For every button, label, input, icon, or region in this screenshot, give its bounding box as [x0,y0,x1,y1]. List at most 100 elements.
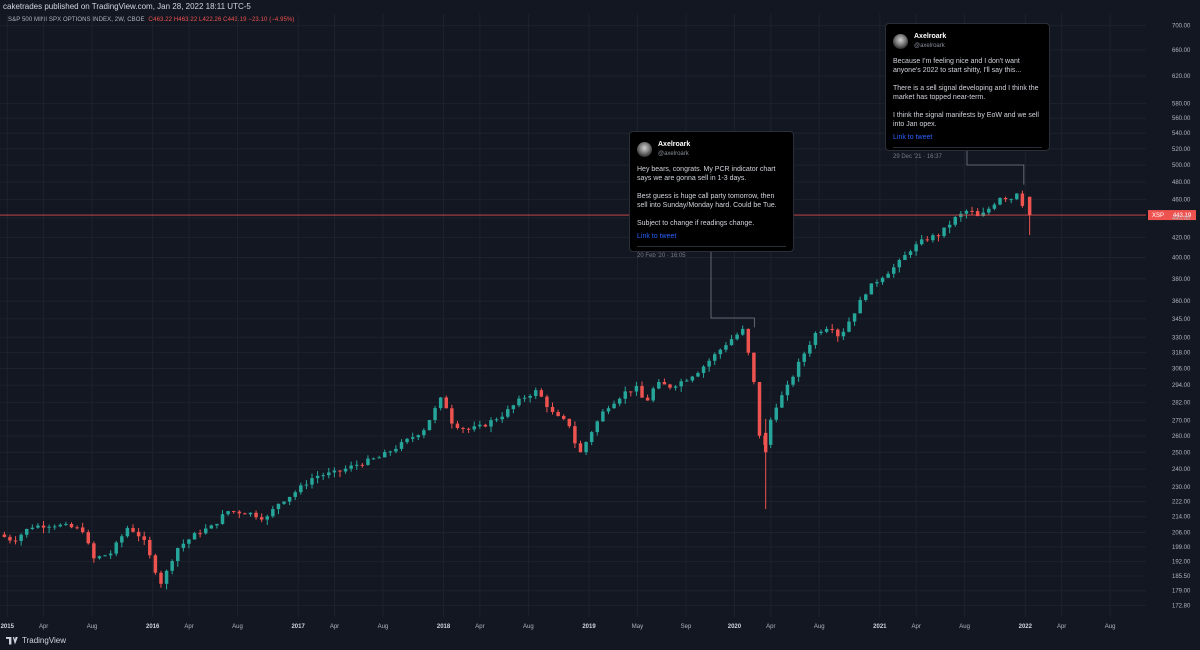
candle-up [813,332,818,345]
candle-down [461,427,465,429]
candle-up [472,426,476,430]
candle-down [259,517,264,520]
candle-up [97,556,102,559]
candle-up [847,321,851,332]
candle-up [886,273,890,278]
candle-up [768,419,773,445]
candle-up [265,516,269,520]
candle-down [455,423,460,428]
y-tick-label: 260.00 [1172,434,1191,440]
candle-up [701,366,706,374]
candle-up [897,259,902,268]
candle-down [668,384,672,388]
candle-down [360,464,365,466]
candle-up [164,570,169,584]
candle-down [573,426,577,444]
publisher-text: caketrades published on TradingView.com,… [3,2,251,11]
candle-down [757,381,762,436]
y-tick-label: 540.00 [1172,131,1191,137]
x-tick-label: Aug [87,624,98,630]
candle-down [1003,197,1008,200]
y-tick-label: 206.00 [1172,531,1191,537]
y-tick-label: 306.00 [1172,367,1191,373]
candle-down [936,235,941,237]
tweet-date: 29 Dec '21 · 16:37 [893,147,1042,162]
candle-down [75,527,79,529]
tweet-author-name[interactable]: Axelroark [658,141,691,148]
candle-down [2,534,7,537]
candle-up [919,239,924,245]
tweet-card-dec-2021: Axelroark @axelroark Because I'm feeling… [885,23,1050,160]
candle-up [679,381,683,387]
x-tick-label: Apr [330,624,339,630]
candle-up [791,376,795,385]
tweet-paragraph: Best guess is huge call party tomorrow, … [637,193,777,209]
tweet-author-handle[interactable]: @axelroark [658,151,689,157]
candle-up [271,509,275,517]
x-tick-label: Aug [814,624,825,630]
x-tick-label: 2017 [291,624,305,630]
y-tick-label: 560.00 [1172,116,1191,122]
x-tick-label: Aug [523,624,534,630]
price-tag-value: 443.19 [1173,213,1192,219]
candle-up [103,555,107,557]
candle-up [729,339,734,346]
tweet-connectors [710,151,1025,328]
candle-up [534,390,538,396]
candle-up [740,328,745,335]
candle-up [36,525,40,528]
tweet-link[interactable]: Link to tweet [893,134,933,141]
candle-up [780,395,784,408]
tradingview-logo-text: TradingView [22,636,67,645]
tweet-connector [966,151,1025,185]
symbol-title: S&P 500 MINI SPX OPTIONS INDEX, 2W, CBOE [8,17,145,23]
tweet-connector [710,252,755,328]
candle-up [657,382,661,389]
candle-up [438,397,443,409]
candle-up [215,523,219,526]
time-axis[interactable]: 2015 Apr Aug 2016 Apr Aug 2017 Apr Aug 2018 Apr Aug… [1,624,1116,630]
candle-up [489,420,493,427]
candle-up [494,419,499,421]
x-tick-label: 2016 [146,624,160,630]
candle-up [617,398,622,404]
candle-up [170,561,174,571]
x-tick-label: 2019 [582,624,596,630]
candle-up [287,496,292,502]
candle-down [136,531,141,537]
y-tick-label: 660.00 [1172,48,1191,54]
candle-up [282,501,286,504]
tweet-author-name[interactable]: Axelroark [914,33,947,40]
candle-down [629,391,633,393]
y-tick-label: 250.00 [1172,450,1191,456]
y-tick-label: 440.00 [1172,216,1191,222]
candle-up [824,328,829,332]
tradingview-logo[interactable]: TradingView [6,636,66,645]
candle-up [852,313,857,322]
y-tick-label: 214.00 [1172,515,1191,521]
last-price-line: XSP 443.19 [0,210,1196,221]
candle-up [511,405,516,410]
candle-up [500,416,504,420]
candle-up [47,526,51,528]
candle-up [315,475,320,479]
price-axis[interactable]: 700.00 660.00 620.00 580.00 560.00 540.00 520.… [1172,24,1191,610]
x-tick-label: 2022 [1019,624,1033,630]
candle-down [41,525,46,528]
candle-down [243,513,247,515]
candle-up [651,388,655,401]
candle-down [69,523,74,528]
symbol-legend: S&P 500 MINI SPX OPTIONS INDEX, 2W, CBOE… [8,17,295,23]
tweet-link[interactable]: Link to tweet [637,233,677,240]
candle-down [466,428,471,430]
avatar[interactable] [893,34,908,49]
tweet-paragraph: There is a sell signal developing and I … [893,85,1039,101]
avatar[interactable] [637,142,652,157]
candle-up [998,197,1002,205]
x-tick-label: Apr [1057,624,1066,630]
candle-up [584,442,588,453]
candle-up [1009,199,1013,201]
tweet-author-handle[interactable]: @axelroark [914,43,945,49]
candle-up [209,525,214,529]
